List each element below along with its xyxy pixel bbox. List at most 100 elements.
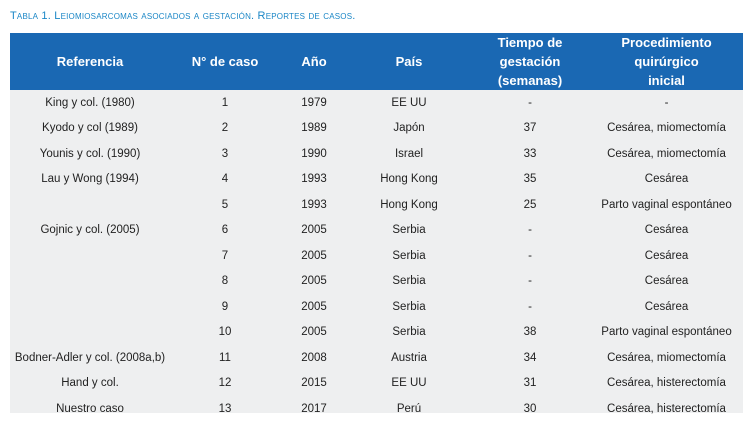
cell-procedimiento: Cesárea, miomectomía <box>607 351 726 364</box>
header-procedimiento: Procedimiento quirúrgico inicial <box>590 33 743 90</box>
cell-referencia: King y col. (1980) <box>45 96 135 109</box>
table-container: Referencia N° de caso Año País Tiempo de… <box>10 33 743 415</box>
cell-tiempo: 31 <box>523 377 537 390</box>
table-header: Referencia N° de caso Año País Tiempo de… <box>10 33 743 90</box>
cell-anio: 1993 <box>301 198 327 211</box>
header-tiempo-line1: Tiempo de gestación <box>497 35 563 69</box>
header-row: Referencia N° de caso Año País Tiempo de… <box>10 33 743 90</box>
header-tiempo-line2: (semanas) <box>497 73 563 88</box>
cell-caso: 10 <box>218 326 232 339</box>
cell-referencia: Gojnic y col. (2005) <box>40 224 140 237</box>
cell-procedimiento: Cesárea <box>644 224 689 237</box>
table-row: Hand y col. 12 2015 EE UU 31 Cesárea, histere… <box>10 371 743 397</box>
cell-referencia <box>10 320 170 346</box>
cell-pais: Hong Kong <box>380 198 438 211</box>
table-row: Nuestro caso 13 2017 Perú 30 Cesárea, histere… <box>10 396 743 422</box>
cell-anio: 2005 <box>301 249 327 262</box>
table-row: 9 2005 Serbia - Cesárea <box>10 294 743 320</box>
cell-referencia <box>10 192 170 218</box>
cell-procedimiento: - <box>664 96 669 109</box>
cell-anio: 2005 <box>301 224 327 237</box>
cell-procedimiento: Cesárea <box>644 249 689 262</box>
cell-procedimiento: Cesárea, miomectomía <box>607 122 726 135</box>
cell-referencia: Lau y Wong (1994) <box>41 173 139 186</box>
cell-anio: 1989 <box>301 122 327 135</box>
cell-tiempo: 33 <box>523 147 537 160</box>
cell-procedimiento: Cesárea, histerectomía <box>607 402 726 415</box>
cell-procedimiento: Cesárea, histerectomía <box>607 377 726 390</box>
cell-anio: 1993 <box>301 173 327 186</box>
cell-referencia <box>10 243 170 269</box>
cell-procedimiento: Cesárea <box>644 173 689 186</box>
cell-anio: 1979 <box>301 96 327 109</box>
cell-anio: 2005 <box>301 326 327 339</box>
cell-tiempo: - <box>528 275 532 288</box>
header-anio: Año <box>301 54 327 69</box>
cell-pais: Hong Kong <box>380 173 438 186</box>
table-caption: Tabla 1. Leiomiosarcomas asociados a ges… <box>10 10 356 22</box>
cell-pais: Israel <box>394 147 424 160</box>
table-row: Younis y col. (1990) 3 1990 Israel 33 Cesárea… <box>10 141 743 167</box>
header-caso: N° de caso <box>191 54 259 69</box>
cell-referencia <box>10 269 170 295</box>
cell-pais: Serbia <box>392 275 426 288</box>
cell-caso: 5 <box>221 198 229 211</box>
table-row: Gojnic y col. (2005) 6 2005 Serbia - Cesárea <box>10 218 743 244</box>
cell-anio: 2015 <box>301 377 327 390</box>
cell-tiempo: 38 <box>523 326 537 339</box>
cell-pais: Serbia <box>392 300 426 313</box>
table-row: 8 2005 Serbia - Cesárea <box>10 269 743 295</box>
cell-procedimiento: Parto vaginal espontáneo <box>601 198 732 211</box>
cell-tiempo: - <box>528 300 532 313</box>
cell-tiempo: 25 <box>523 198 537 211</box>
cell-caso: 12 <box>218 377 232 390</box>
table-row: 10 2005 Serbia 38 Parto vaginal espontáneo <box>10 320 743 346</box>
cell-caso: 3 <box>221 147 229 160</box>
cell-caso: 6 <box>221 224 229 237</box>
table-row: 7 2005 Serbia - Cesárea <box>10 243 743 269</box>
cell-tiempo: - <box>528 249 532 262</box>
cell-procedimiento: Cesárea <box>644 275 689 288</box>
cell-tiempo: 37 <box>523 122 537 135</box>
table-row: King y col. (1980) 1 1979 EE UU - - <box>10 90 743 116</box>
cell-caso: 11 <box>219 351 231 364</box>
cell-caso: 7 <box>221 249 229 262</box>
header-tiempo: Tiempo de gestación (semanas) <box>470 33 590 90</box>
cell-procedimiento: Parto vaginal espontáneo <box>601 326 732 339</box>
cell-referencia: Nuestro caso <box>56 402 124 415</box>
cell-pais: Serbia <box>392 326 426 339</box>
cell-referencia: Hand y col. <box>61 377 119 390</box>
cell-anio: 1990 <box>301 147 327 160</box>
cell-anio: 2008 <box>301 351 327 364</box>
cell-anio: 2005 <box>301 275 327 288</box>
cell-caso: 9 <box>221 300 229 313</box>
cell-tiempo: 30 <box>523 402 537 415</box>
cell-caso: 1 <box>221 96 229 109</box>
cell-pais: Austria <box>391 351 427 364</box>
cell-caso: 13 <box>218 402 232 415</box>
table-row: 5 1993 Hong Kong 25 Parto vaginal espontáneo <box>10 192 743 218</box>
cell-tiempo: 34 <box>523 351 537 364</box>
cell-pais: Serbia <box>392 249 426 262</box>
cell-referencia: Bodner-Adler y col. (2008a,b) <box>14 351 166 364</box>
header-proc-line2: inicial <box>648 73 685 88</box>
header-referencia: Referencia <box>56 54 124 69</box>
cell-anio: 2005 <box>301 300 327 313</box>
cell-tiempo: 35 <box>523 173 537 186</box>
cell-tiempo: - <box>528 96 532 109</box>
cell-pais: EE UU <box>391 96 427 109</box>
cell-pais: EE UU <box>391 377 427 390</box>
cell-caso: 2 <box>221 122 229 135</box>
cell-tiempo: - <box>528 224 532 237</box>
table-row: Bodner-Adler y col. (2008a,b) 11 2008 Austr… <box>10 345 743 371</box>
cell-pais: Japón <box>393 122 425 135</box>
cell-referencia: Younis y col. (1990) <box>39 147 141 160</box>
cell-pais: Perú <box>396 402 422 415</box>
table-row: Lau y Wong (1994) 4 1993 Hong Kong 35 Cesárea <box>10 167 743 193</box>
cell-procedimiento: Cesárea <box>644 300 689 313</box>
table-row: Kyodo y col (1989) 2 1989 Japón 37 Cesárea, m… <box>10 116 743 142</box>
cell-caso: 8 <box>221 275 229 288</box>
cell-referencia <box>10 294 170 320</box>
cases-table: Referencia N° de caso Año País Tiempo de… <box>10 33 743 422</box>
cell-anio: 2017 <box>301 402 327 415</box>
